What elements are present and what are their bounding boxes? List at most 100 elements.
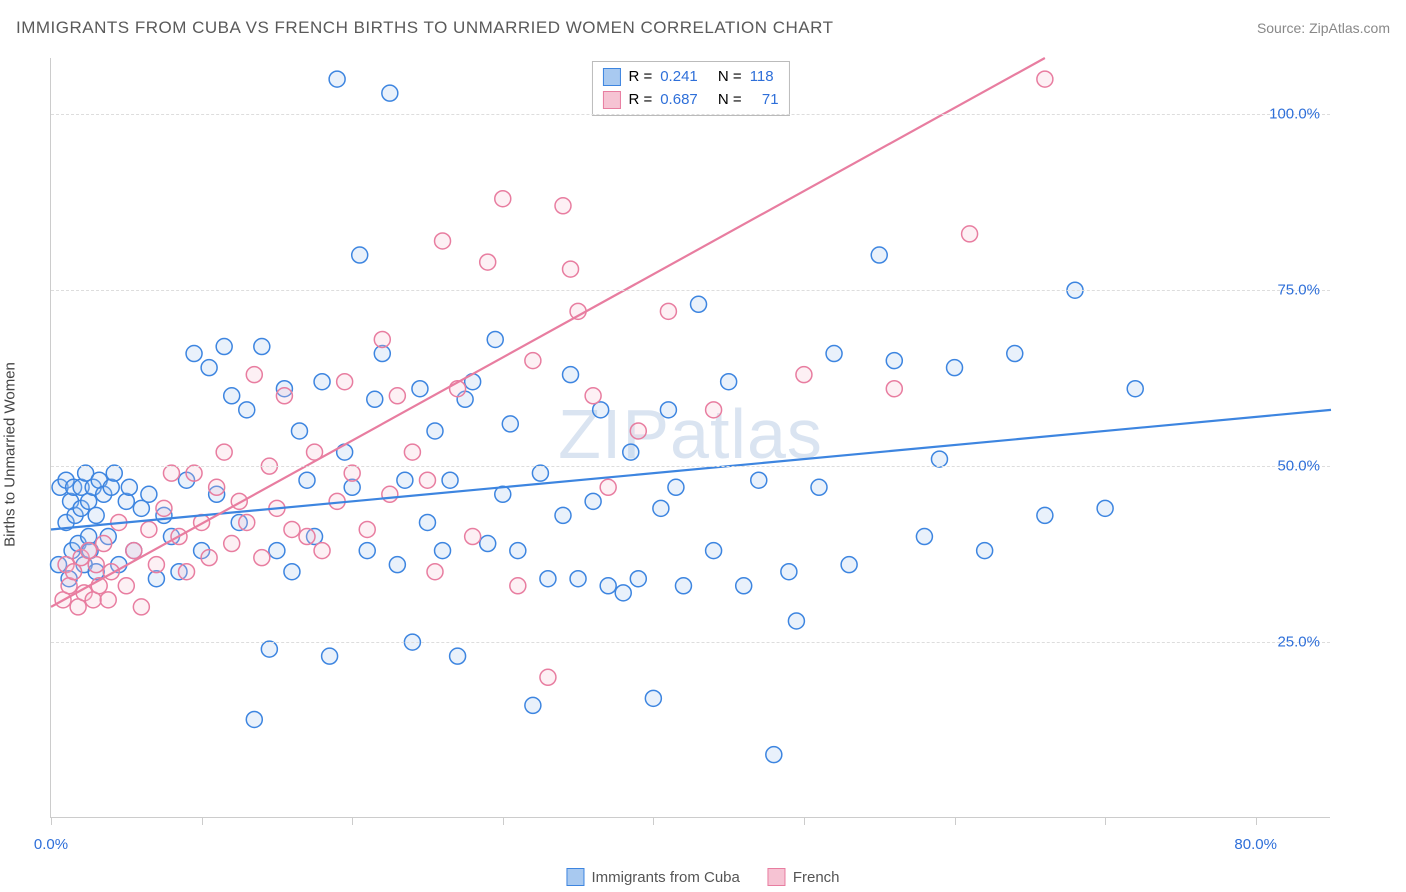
data-point [916,529,932,545]
data-point [397,472,413,488]
xtick [503,817,504,825]
data-point [525,697,541,713]
data-point [540,669,556,685]
data-point [1037,71,1053,87]
data-point [811,479,827,495]
xtick [804,817,805,825]
data-point [487,331,503,347]
data-point [314,543,330,559]
data-point [201,360,217,376]
data-point [796,367,812,383]
data-point [329,71,345,87]
gridline [51,642,1330,643]
data-point [118,493,134,509]
data-point [563,367,579,383]
y-axis-label: Births to Unmarried Women [2,362,19,547]
ytick-label: 25.0% [1277,634,1320,651]
data-point [525,353,541,369]
data-point [224,536,240,552]
data-point [623,444,639,460]
data-point [337,444,353,460]
data-point [337,374,353,390]
data-point [721,374,737,390]
data-point [600,578,616,594]
data-point [1037,507,1053,523]
data-point [374,331,390,347]
data-point [239,402,255,418]
legend-swatch-cuba [566,868,584,886]
data-point [352,247,368,263]
data-point [871,247,887,263]
data-point [977,543,993,559]
chart-svg [51,58,1331,818]
gridline [51,466,1330,467]
series-legend-item-1: Immigrants from Cuba [566,868,739,886]
data-point [216,339,232,355]
data-point [88,507,104,523]
data-point [615,585,631,601]
data-point [1097,500,1113,516]
xtick-label: 0.0% [34,836,68,853]
data-point [254,339,270,355]
data-point [510,578,526,594]
data-point [555,198,571,214]
data-point [156,500,172,516]
data-point [344,465,360,481]
data-point [781,564,797,580]
data-point [1007,346,1023,362]
data-point [962,226,978,242]
data-point [246,711,262,727]
data-point [766,747,782,763]
chart-header: IMMIGRANTS FROM CUBA VS FRENCH BIRTHS TO… [16,18,1390,38]
data-point [133,599,149,615]
legend-label-cuba: Immigrants from Cuba [591,869,739,886]
data-point [442,472,458,488]
data-point [931,451,947,467]
ytick-label: 50.0% [1277,458,1320,475]
data-point [404,444,420,460]
data-point [585,388,601,404]
data-point [209,479,225,495]
data-point [886,381,902,397]
data-point [653,500,669,516]
data-point [239,514,255,530]
xtick [1105,817,1106,825]
data-point [389,388,405,404]
data-point [450,648,466,664]
data-point [706,402,722,418]
data-point [668,479,684,495]
data-point [148,557,164,573]
data-point [736,578,752,594]
data-point [246,367,262,383]
xtick [352,817,353,825]
data-point [600,479,616,495]
gridline [51,290,1330,291]
data-point [291,423,307,439]
data-point [88,557,104,573]
data-point [284,564,300,580]
data-point [555,507,571,523]
data-point [675,578,691,594]
data-point [201,550,217,566]
data-point [465,529,481,545]
data-point [585,493,601,509]
data-point [224,388,240,404]
series-legend: Immigrants from Cuba French [566,868,839,886]
xtick-label: 80.0% [1234,836,1277,853]
data-point [284,521,300,537]
data-point [163,465,179,481]
data-point [532,465,548,481]
data-point [751,472,767,488]
xtick [955,817,956,825]
data-point [435,543,451,559]
data-point [660,402,676,418]
data-point [382,486,398,502]
data-point [570,571,586,587]
data-point [299,472,315,488]
data-point [121,479,137,495]
data-point [660,303,676,319]
data-point [419,472,435,488]
data-point [106,465,122,481]
data-point [826,346,842,362]
data-point [179,564,195,580]
